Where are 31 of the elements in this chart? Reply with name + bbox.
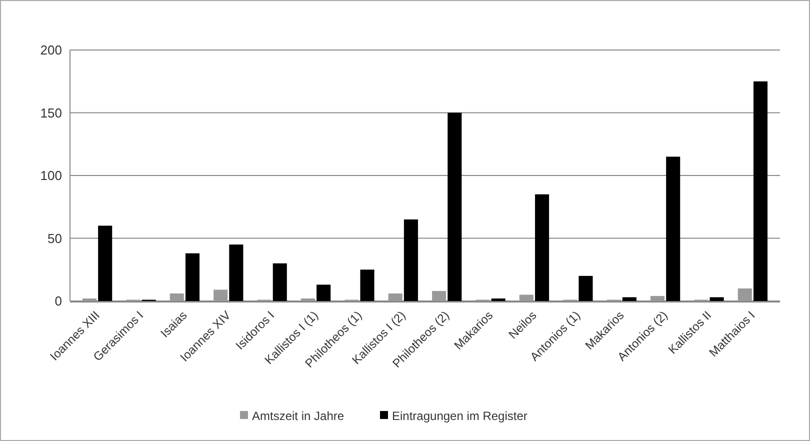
bar (300, 298, 315, 301)
bar (753, 81, 768, 301)
bar (388, 293, 402, 301)
bar (448, 112, 462, 301)
bar (535, 194, 550, 301)
legend-label: Amtszeit in Jahre (252, 409, 344, 424)
bar (360, 270, 374, 301)
bar (214, 290, 228, 301)
bar (622, 297, 636, 301)
bar (432, 290, 446, 301)
bar (185, 253, 200, 301)
y-tick-label: 150 (40, 105, 62, 120)
bar (650, 296, 665, 301)
bar (98, 226, 112, 301)
bar (491, 298, 506, 301)
bar (316, 284, 331, 301)
bar (272, 263, 287, 301)
legend-label: Eintragungen im Register (392, 409, 528, 424)
bar (229, 244, 244, 301)
bar (519, 294, 534, 301)
bar (404, 219, 418, 301)
bar (82, 298, 97, 301)
y-tick-label: 200 (40, 42, 62, 58)
bar (578, 276, 593, 301)
y-tick-label: 50 (48, 230, 62, 246)
bar (710, 297, 724, 301)
bar (738, 288, 752, 301)
bar (666, 156, 680, 301)
bar (170, 293, 184, 301)
y-tick-label: 100 (40, 168, 62, 184)
y-tick-label: 0 (54, 294, 62, 309)
